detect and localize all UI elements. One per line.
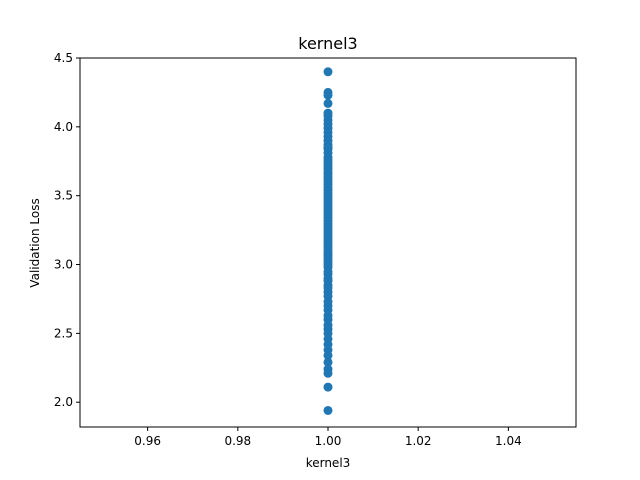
y-tick-label: 2.0 — [54, 395, 73, 409]
data-points — [323, 67, 333, 415]
y-tick-label: 3.0 — [54, 258, 73, 272]
y-tick-label: 4.5 — [54, 51, 73, 65]
data-point — [323, 67, 333, 77]
y-axis-label: Validation Loss — [28, 198, 42, 287]
y-tick-label: 2.5 — [54, 326, 73, 340]
data-point — [323, 98, 333, 108]
x-axis-label: kernel3 — [306, 456, 351, 470]
x-tick-label: 0.98 — [224, 434, 251, 448]
y-tick-label: 4.0 — [54, 120, 73, 134]
data-point — [323, 108, 333, 118]
y-tick-label: 3.5 — [54, 189, 73, 203]
data-point — [323, 364, 333, 374]
x-tick-label: 1.00 — [315, 434, 342, 448]
x-tick-label: 1.02 — [405, 434, 432, 448]
y-axis: 2.0 2.5 3.0 3.5 4.0 4.5 — [54, 51, 80, 409]
data-point — [323, 405, 333, 415]
x-axis: 0.96 0.98 1.00 1.02 1.04 — [134, 427, 522, 448]
x-tick-label: 0.96 — [134, 434, 161, 448]
data-point — [323, 382, 333, 392]
data-point — [323, 357, 333, 367]
data-point — [323, 87, 333, 97]
data-point — [323, 142, 333, 152]
x-tick-label: 1.04 — [495, 434, 522, 448]
chart-title: kernel3 — [298, 34, 357, 53]
